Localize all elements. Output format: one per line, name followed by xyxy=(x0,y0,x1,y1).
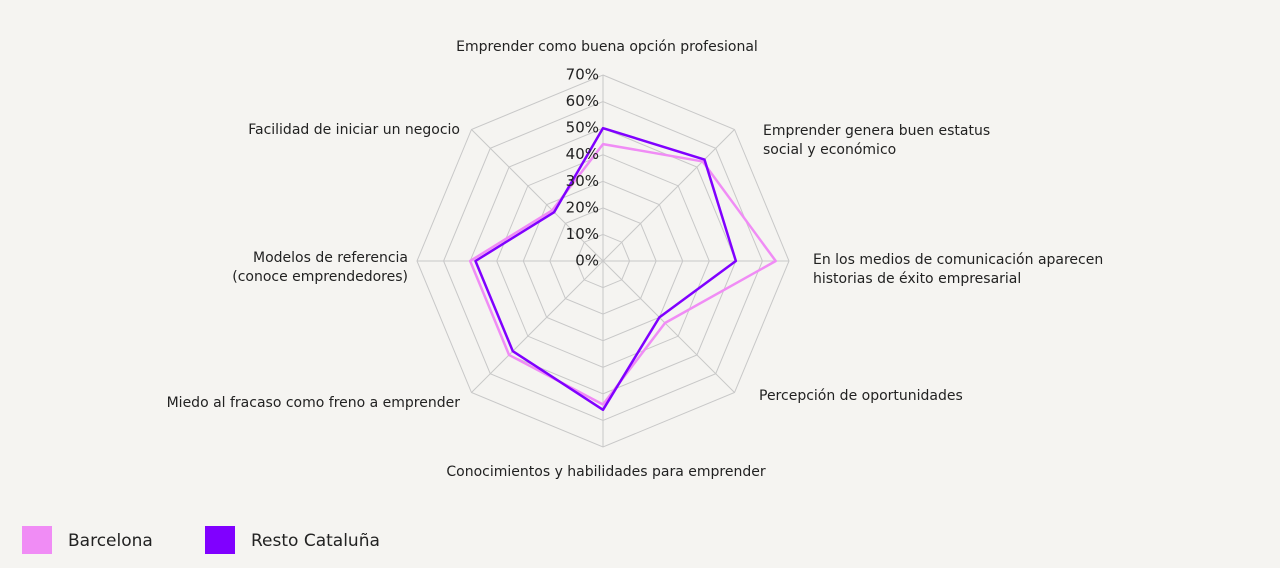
axis-label-line: En los medios de comunicación aparecen xyxy=(813,252,1103,268)
axis-label: Emprender como buena opción profesional xyxy=(456,39,758,55)
axis-label-line: Miedo al fracaso como freno a emprender xyxy=(167,395,461,411)
axis-label: Percepción de oportunidades xyxy=(759,388,963,404)
tick-label: 20% xyxy=(566,198,599,216)
axis-label: Emprender genera buen estatus social y ec… xyxy=(763,123,990,158)
axis-label-line: Facilidad de iniciar un negocio xyxy=(248,122,460,138)
spoke xyxy=(602,260,735,393)
tick-label: 50% xyxy=(566,119,599,137)
tick-label: 40% xyxy=(566,145,599,163)
legend-swatch xyxy=(205,526,235,554)
axis-label: Conocimientos y habilidades para emprend… xyxy=(446,464,765,480)
spoke xyxy=(602,129,735,262)
tick-label: 0% xyxy=(575,252,599,270)
tick-label: 10% xyxy=(566,225,599,243)
axis-label: Miedo al fracaso como freno a emprender xyxy=(167,395,461,411)
axis-label-line: social y económico xyxy=(763,142,896,158)
axis-label: Modelos de referencia (conoce emprendedor… xyxy=(232,250,408,285)
axis-label-line: Modelos de referencia xyxy=(253,250,408,266)
axis-label-line: Percepción de oportunidades xyxy=(759,388,963,404)
spoke xyxy=(471,260,604,393)
axis-label-line: historias de éxito empresarial xyxy=(813,271,1021,287)
legend-label: Barcelona xyxy=(68,531,153,551)
tick-label: 60% xyxy=(566,92,599,110)
legend-label: Resto Cataluña xyxy=(251,531,380,551)
axis-label: Facilidad de iniciar un negocio xyxy=(248,122,460,138)
tick-label: 30% xyxy=(566,172,599,190)
series-line xyxy=(468,142,777,406)
series-line xyxy=(474,126,738,412)
tick-label: 70% xyxy=(566,66,599,84)
axis-label-line: (conoce emprendedores) xyxy=(232,269,408,285)
spoke xyxy=(471,129,604,262)
axis-label-line: Emprender como buena opción profesional xyxy=(456,39,758,55)
axis-label-line: Emprender genera buen estatus xyxy=(763,123,990,139)
axis-label-line: Conocimientos y habilidades para emprend… xyxy=(446,464,765,480)
legend-swatch xyxy=(22,526,52,554)
axis-label: En los medios de comunicación aparecen hi… xyxy=(813,252,1103,287)
